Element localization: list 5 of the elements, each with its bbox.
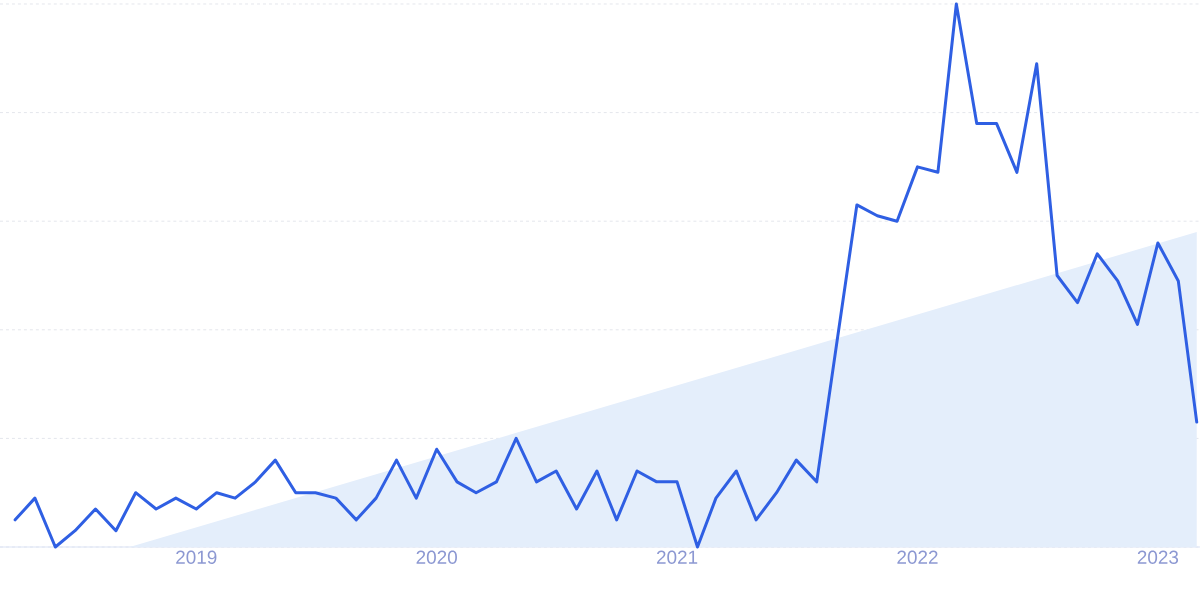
x-tick-label: 2023 bbox=[1137, 550, 1179, 564]
x-tick-label: 2022 bbox=[897, 550, 938, 564]
x-tick-label: 2020 bbox=[416, 550, 457, 564]
x-tick-label: 2021 bbox=[656, 550, 698, 564]
x-tick-label: 2019 bbox=[176, 550, 217, 564]
